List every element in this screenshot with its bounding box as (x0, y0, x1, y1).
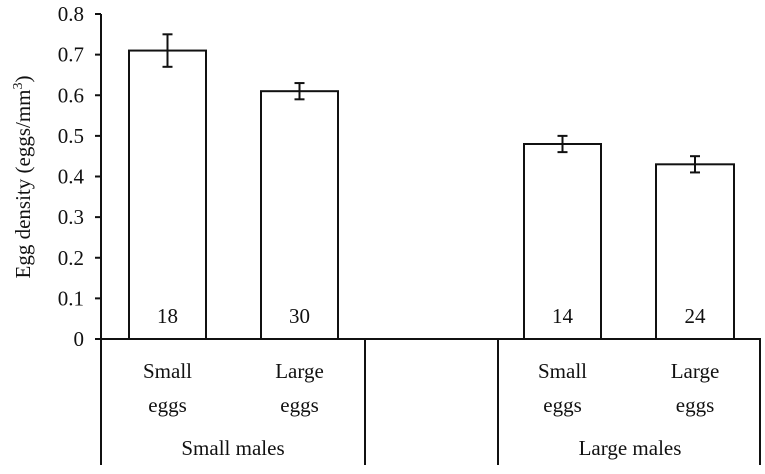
error-bar (557, 134, 568, 154)
error-bar (690, 155, 700, 174)
x-category-label-line1: Small (143, 359, 192, 383)
y-tick-label: 0.2 (58, 246, 84, 270)
bar-3: 14 (523, 134, 602, 340)
x-category-label-line1: Large (275, 359, 324, 383)
bar-2: 30 (260, 82, 339, 340)
error-bar (294, 82, 305, 101)
y-tick-label: 0.3 (58, 205, 84, 229)
bar-rect (260, 90, 339, 340)
sample-size-label: 18 (157, 304, 178, 328)
y-axis: 0 0.1 0.2 0.3 0.4 0.5 0.6 0.7 0.8 (58, 2, 102, 465)
y-tick-label: 0.4 (58, 165, 85, 189)
group-label: Small males (181, 436, 284, 460)
y-tick-label: 0.7 (58, 43, 84, 67)
x-category-label-line2: eggs (280, 393, 319, 417)
x-axis: Small eggs Large eggs Small eggs Large eggs Smal… (95, 338, 761, 465)
bar-4: 24 (655, 155, 735, 340)
y-tick-label: 0.5 (58, 124, 84, 148)
x-category-label-line2: eggs (543, 393, 582, 417)
sample-size-label: 24 (685, 304, 707, 328)
bars: 18 30 14 24 (128, 33, 735, 340)
error-bar (162, 33, 173, 68)
bar-1: 18 (128, 33, 207, 340)
group-label: Large males (579, 436, 682, 460)
y-axis-label: Egg density (eggs/mm3) (11, 76, 35, 279)
x-category-label-line1: Small (538, 359, 587, 383)
bar-rect (655, 163, 735, 340)
x-category-label-line1: Large (671, 359, 720, 383)
y-tick-label: 0.8 (58, 2, 84, 26)
y-tick-label: 0 (74, 327, 85, 351)
bar-rect (128, 49, 207, 340)
y-tick-label: 0.6 (58, 83, 84, 107)
x-category-label-line2: eggs (148, 393, 187, 417)
y-tick-label: 0.1 (58, 286, 84, 310)
sample-size-label: 14 (552, 304, 574, 328)
x-category-label-line2: eggs (676, 393, 715, 417)
sample-size-label: 30 (289, 304, 310, 328)
